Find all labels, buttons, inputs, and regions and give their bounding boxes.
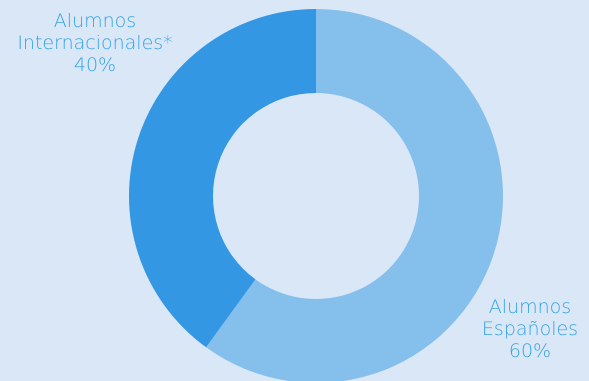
label-spanish: Alumnos Españoles 60%	[472, 296, 588, 362]
label-spanish-line2: Españoles	[481, 318, 579, 340]
label-international-line2: Internacionales*	[17, 32, 173, 54]
label-international-line1: Alumnos	[53, 10, 137, 32]
label-international-percent: 40%	[73, 54, 117, 76]
label-spanish-percent: 60%	[508, 340, 552, 362]
label-international: Alumnos Internacionales* 40%	[2, 10, 188, 76]
slice-international	[129, 9, 316, 348]
slice-spanish	[206, 9, 503, 381]
label-spanish-line1: Alumnos	[488, 296, 572, 318]
